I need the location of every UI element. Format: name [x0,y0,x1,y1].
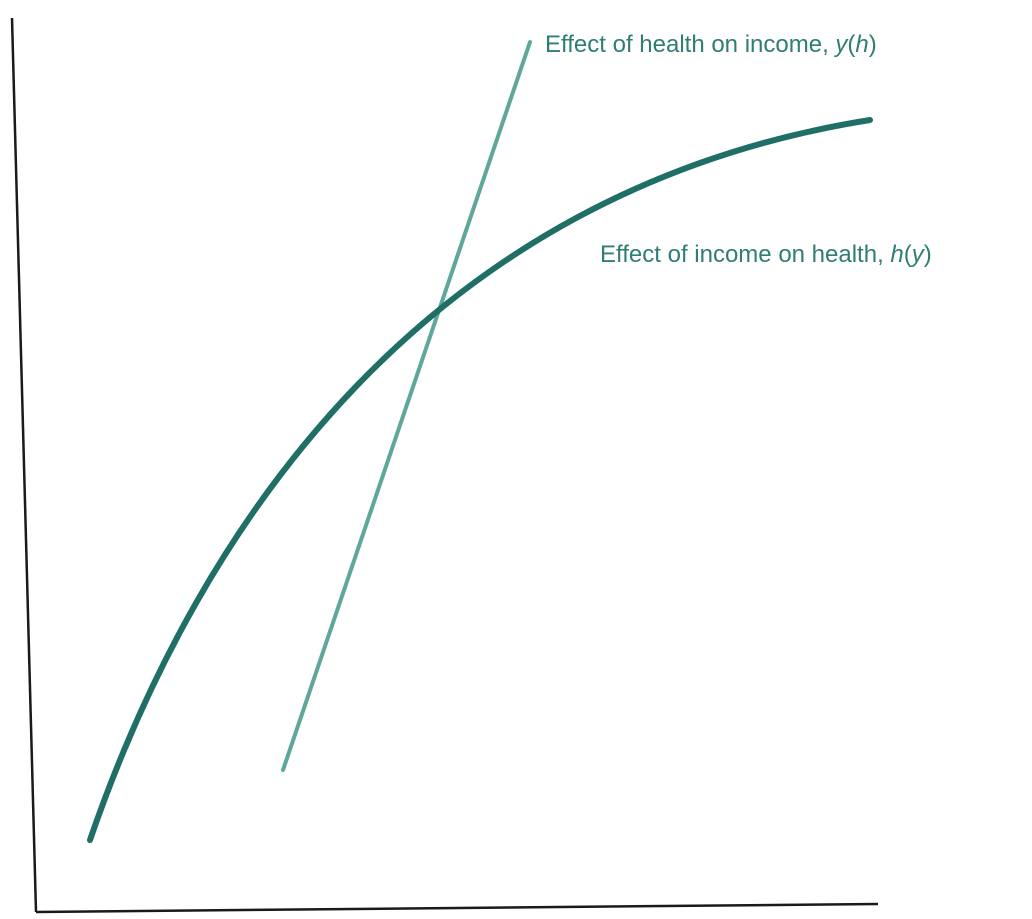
health-curve [87,117,873,843]
health-curve-label-open: ( [904,241,912,268]
x-axis [35,902,879,914]
income-line-label-open: ( [847,31,855,58]
health-curve-label-prefix: Effect of income on health, [600,241,890,268]
income-line-label-close: ) [869,31,877,58]
income-line-label-fn: y [833,31,849,58]
health-curve-label: Effect of income on health, h(y) [600,241,932,268]
health-curve-label-arg: y [910,241,926,268]
health-curve-label-close: ) [924,241,932,268]
income-line [281,40,532,772]
income-line-label-prefix: Effect of health on income, [545,31,835,58]
health-curve-label-fn: h [890,241,903,268]
y-axis [10,17,38,913]
income-line-label: Effect of health on income, y(h) [545,31,877,58]
income-line-label-arg: h [855,31,868,58]
